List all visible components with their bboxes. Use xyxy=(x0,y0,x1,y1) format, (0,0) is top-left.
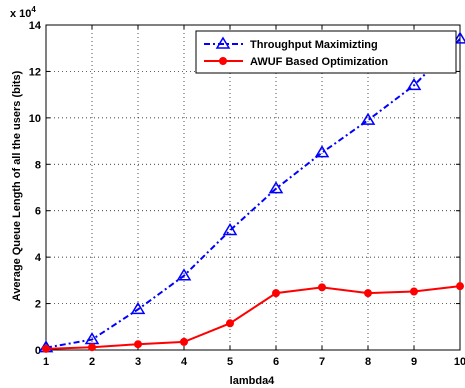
y-tick-label: 12 xyxy=(29,66,41,78)
x-tick-label: 5 xyxy=(227,356,233,368)
x-tick-label: 2 xyxy=(89,356,95,368)
x-tick-label: 6 xyxy=(273,356,279,368)
series-line-throughput xyxy=(45,38,461,349)
y-tick-label: 6 xyxy=(35,206,41,218)
legend-marker-throughput xyxy=(215,36,231,49)
data-point-awuf xyxy=(226,319,234,328)
legend-box xyxy=(195,30,457,74)
x-tick-label: 3 xyxy=(135,356,141,368)
data-point-awuf xyxy=(410,287,418,296)
legend-label-throughput: Throughput Maximizting xyxy=(250,39,378,51)
x-tick-label: 9 xyxy=(411,356,417,368)
y-tick-label: 8 xyxy=(35,159,41,171)
data-point-throughput xyxy=(268,181,284,194)
legend-marker-awuf xyxy=(219,57,227,65)
data-point-throughput xyxy=(130,301,146,315)
data-point-awuf xyxy=(318,283,326,292)
y-tick-label: 0 xyxy=(35,345,41,357)
data-point-awuf xyxy=(42,344,50,353)
data-point-awuf xyxy=(88,343,96,352)
grid xyxy=(46,25,460,350)
data-point-awuf xyxy=(456,282,464,291)
data-point-throughput xyxy=(314,145,330,158)
y-axis-label: Average Queue Length of all the users (b… xyxy=(11,70,23,301)
legend: Throughput Maximizting AWUF Based Optimi… xyxy=(195,30,457,74)
y-tick-label: 4 xyxy=(35,252,42,264)
data-point-awuf xyxy=(134,340,142,349)
data-point-awuf xyxy=(180,337,188,346)
y-axis-exponent: x 104 xyxy=(10,5,36,20)
data-point-awuf xyxy=(364,289,372,298)
x-tick-label: 1 xyxy=(43,356,49,368)
x-tick-label: 8 xyxy=(365,356,371,368)
data-point-throughput xyxy=(176,268,192,281)
y-tick-label: 10 xyxy=(29,113,41,125)
plot-frame xyxy=(45,24,461,351)
data-point-awuf xyxy=(272,289,280,298)
x-axis-label: lambda4 xyxy=(230,375,276,387)
data-point-throughput xyxy=(452,31,465,44)
y-axis-exponent-power: 4 xyxy=(31,5,36,14)
y-tick-label: 14 xyxy=(29,20,42,32)
x-tick-label: 10 xyxy=(454,356,465,368)
x-tick-label: 7 xyxy=(319,356,325,368)
data-point-throughput xyxy=(360,112,376,125)
series-layer xyxy=(38,31,465,353)
data-point-throughput xyxy=(222,222,238,236)
data-point-throughput xyxy=(406,77,422,91)
series-line-awuf xyxy=(45,285,461,350)
legend-label-awuf: AWUF Based Optimization xyxy=(250,56,388,68)
x-tick-label: 4 xyxy=(181,356,188,368)
y-tick-label: 2 xyxy=(35,299,41,311)
